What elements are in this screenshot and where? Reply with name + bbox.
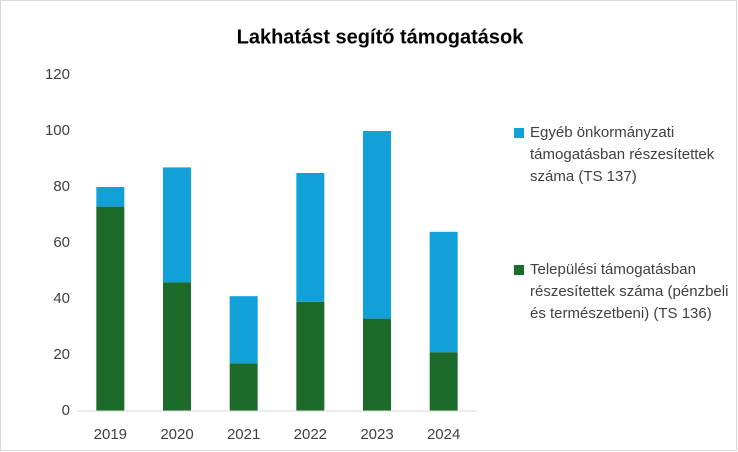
x-tick-label: 2021	[227, 426, 260, 443]
y-tick-label: 120	[45, 66, 70, 83]
y-tick-label: 20	[53, 346, 70, 363]
x-tick-label: 2019	[94, 426, 127, 443]
bar-segment	[163, 167, 191, 283]
bar-segment	[363, 318, 391, 411]
y-tick-label: 40	[53, 290, 70, 307]
legend-swatch	[514, 128, 524, 138]
chart-title: Lakhatást segítő támogatások	[237, 26, 525, 48]
y-tick-label: 60	[53, 234, 70, 251]
x-tick-label: 2024	[427, 426, 460, 443]
bar-segment	[163, 282, 191, 411]
legend-item: Települési támogatásban részesítettek sz…	[514, 259, 730, 325]
y-tick-label: 80	[53, 178, 70, 195]
bar-segment	[96, 187, 125, 207]
bar-segment	[429, 231, 458, 353]
legend-label: Települési támogatásban részesítettek sz…	[530, 261, 729, 322]
bar-segment	[229, 296, 258, 364]
bar-segment	[96, 206, 125, 411]
bar-segment	[429, 352, 458, 411]
legend-label: Egyéb önkormányzati támogatásban részesí…	[530, 124, 715, 185]
y-tick-label: 100	[45, 122, 70, 139]
bar-segment	[229, 363, 258, 411]
x-tick-label: 2020	[160, 426, 193, 443]
legend-swatch	[514, 265, 524, 275]
bar-segment	[296, 301, 325, 411]
x-tick-label: 2023	[360, 426, 393, 443]
x-tick-label: 2022	[294, 426, 327, 443]
bar-segment	[363, 131, 391, 319]
legend-item: Egyéb önkormányzati támogatásban részesí…	[514, 122, 730, 188]
bar-segment	[296, 173, 325, 302]
y-tick-label: 0	[62, 402, 70, 419]
